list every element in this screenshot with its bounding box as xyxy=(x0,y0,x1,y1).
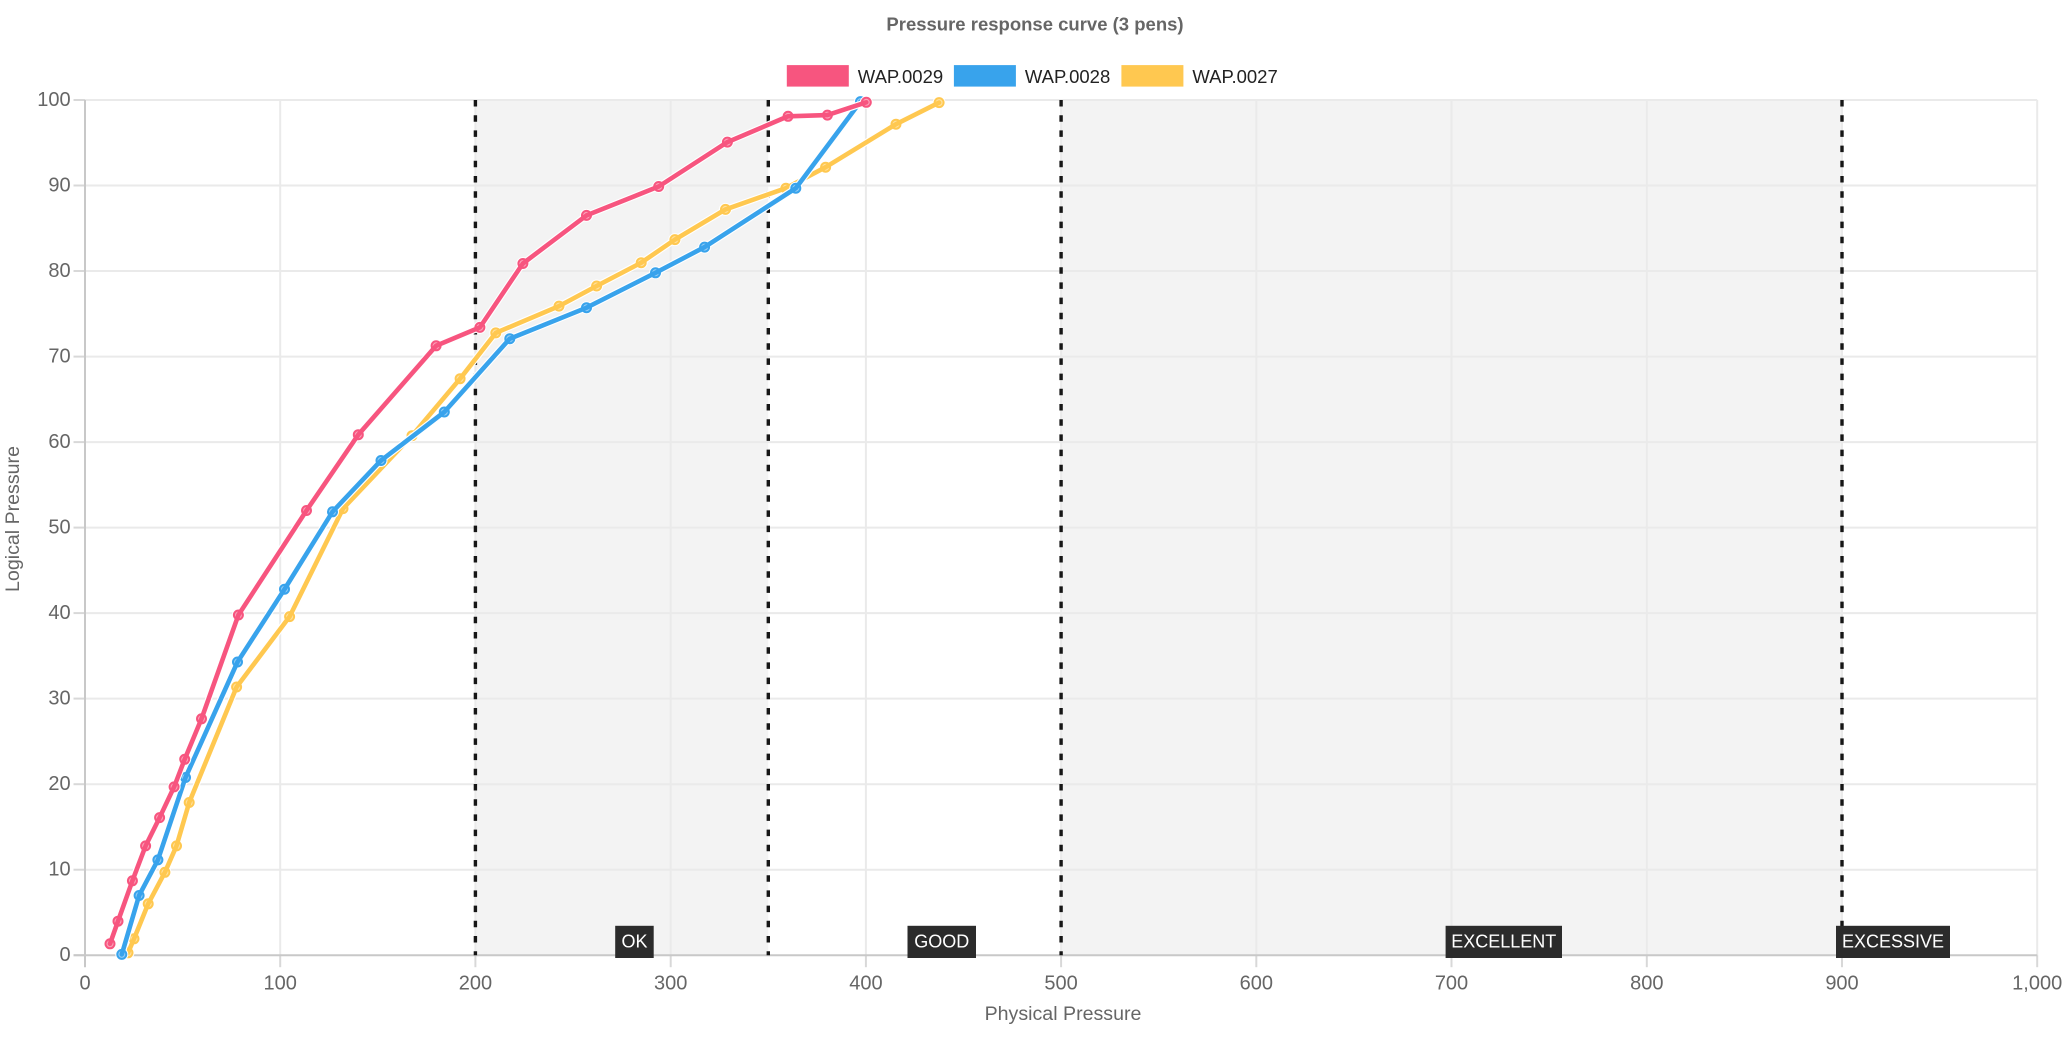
svg-text:WAP.0029: WAP.0029 xyxy=(858,66,943,87)
svg-text:EXCELLENT: EXCELLENT xyxy=(1451,932,1556,952)
svg-text:OK: OK xyxy=(621,932,647,952)
svg-text:100: 100 xyxy=(37,89,70,111)
svg-text:0: 0 xyxy=(79,973,90,995)
svg-text:80: 80 xyxy=(48,260,70,282)
svg-text:700: 700 xyxy=(1435,973,1468,995)
svg-text:900: 900 xyxy=(1825,973,1858,995)
svg-text:60: 60 xyxy=(48,431,70,453)
svg-text:10: 10 xyxy=(48,859,70,881)
svg-text:GOOD: GOOD xyxy=(914,932,969,952)
svg-text:20: 20 xyxy=(48,773,70,795)
svg-text:WAP.0027: WAP.0027 xyxy=(1192,66,1277,87)
svg-text:40: 40 xyxy=(48,602,70,624)
svg-text:1,000: 1,000 xyxy=(2012,973,2062,995)
svg-text:0: 0 xyxy=(59,944,70,966)
svg-text:200: 200 xyxy=(459,973,492,995)
svg-text:500: 500 xyxy=(1044,973,1077,995)
svg-text:50: 50 xyxy=(48,517,70,539)
svg-text:800: 800 xyxy=(1630,973,1663,995)
svg-text:70: 70 xyxy=(48,346,70,368)
svg-text:EXCESSIVE: EXCESSIVE xyxy=(1842,932,1944,952)
svg-text:400: 400 xyxy=(849,973,882,995)
svg-text:600: 600 xyxy=(1240,973,1273,995)
svg-text:100: 100 xyxy=(264,973,297,995)
svg-text:WAP.0028: WAP.0028 xyxy=(1025,66,1110,87)
svg-text:Physical Pressure: Physical Pressure xyxy=(985,1003,1142,1025)
svg-text:30: 30 xyxy=(48,688,70,710)
svg-text:300: 300 xyxy=(654,973,687,995)
svg-text:90: 90 xyxy=(48,175,70,197)
svg-text:Pressure response curve (3 pen: Pressure response curve (3 pens) xyxy=(886,14,1183,35)
svg-text:Logical Pressure: Logical Pressure xyxy=(2,446,24,592)
